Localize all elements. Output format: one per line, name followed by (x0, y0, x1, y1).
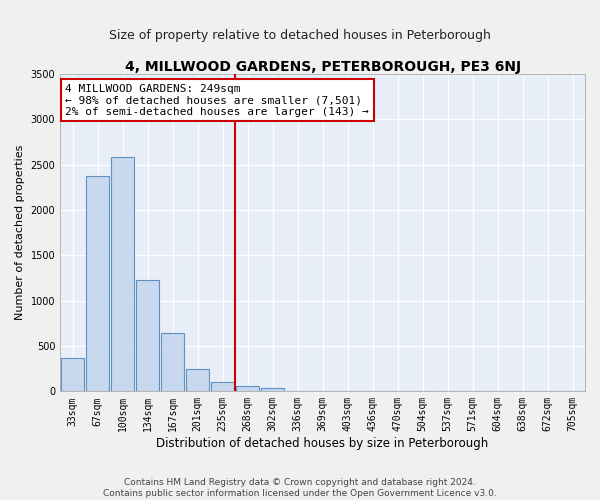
Bar (112, 158, 134, 392)
Text: Contains HM Land Registry data © Crown copyright and database right 2024.
Contai: Contains HM Land Registry data © Crown c… (103, 478, 497, 498)
Bar (136, 280, 159, 392)
Bar (86, 176, 109, 392)
Text: Size of property relative to detached houses in Peterborough: Size of property relative to detached ho… (109, 30, 491, 43)
Text: 4 MILLWOOD GARDENS: 249sqm
← 98% of detached houses are smaller (7,501)
2% of se: 4 MILLWOOD GARDENS: 249sqm ← 98% of deta… (65, 84, 369, 116)
Bar (61, 358, 84, 392)
Bar (262, 388, 284, 392)
Y-axis label: Number of detached properties: Number of detached properties (15, 145, 25, 320)
Bar (236, 386, 259, 392)
Bar (187, 368, 209, 392)
Bar (161, 334, 184, 392)
Title: 4, MILLWOOD GARDENS, PETERBOROUGH, PE3 6NJ: 4, MILLWOOD GARDENS, PETERBOROUGH, PE3 6… (125, 60, 521, 74)
X-axis label: Distribution of detached houses by size in Peterborough: Distribution of detached houses by size … (157, 437, 489, 450)
Bar (211, 382, 234, 392)
